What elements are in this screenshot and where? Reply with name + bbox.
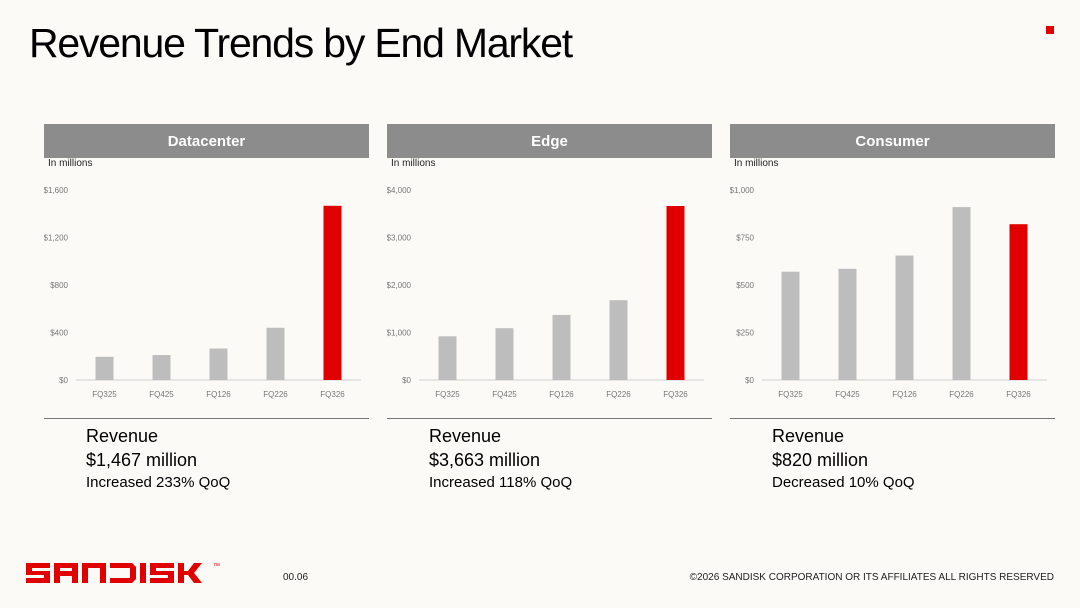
x-tick-label: FQ126 — [549, 390, 574, 399]
panel-header: Datacenter — [44, 124, 369, 158]
y-tick-label: $500 — [736, 281, 754, 290]
x-tick-label: FQ325 — [92, 390, 117, 399]
divider-line — [387, 418, 712, 419]
bar-FQ226 — [952, 207, 971, 380]
units-label: In millions — [734, 158, 779, 169]
x-tick-label: FQ126 — [206, 390, 231, 399]
x-tick-label: FQ325 — [778, 390, 803, 399]
bar-FQ425 — [838, 268, 857, 380]
y-tick-label: $1,000 — [387, 329, 412, 338]
revenue-value: $1,467 million — [86, 450, 198, 470]
divider-line — [44, 418, 369, 419]
bar-FQ126 — [209, 348, 228, 380]
revenue-label: Revenue — [429, 426, 502, 446]
x-tick-label: FQ326 — [320, 390, 345, 399]
y-tick-label: $0 — [745, 376, 754, 385]
consumer-chart-svg: $0 $250 $500 $750 $1,000 FQ325 FQ425 FQ126 FQ226… — [730, 186, 1047, 399]
bar-FQ425 — [152, 355, 171, 380]
consumer-bar-chart: $0 $250 $500 $750 $1,000 FQ325 FQ425 FQ126 FQ226… — [730, 170, 1055, 410]
y-tick-label: $0 — [59, 376, 68, 385]
bar-FQ325 — [95, 356, 114, 380]
bar-FQ226 — [266, 327, 285, 380]
x-tick-label: FQ326 — [663, 390, 688, 399]
page-title: Revenue Trends by End Market — [29, 20, 573, 66]
x-tick-label: FQ425 — [149, 390, 174, 399]
x-tick-label: FQ226 — [263, 390, 288, 399]
bar-FQ326 — [1009, 224, 1028, 380]
y-tick-label: $0 — [402, 376, 411, 385]
bar-FQ325 — [438, 336, 457, 380]
sandisk-logo: ™ — [26, 563, 220, 583]
bar-FQ425 — [495, 328, 514, 380]
x-tick-label: FQ226 — [949, 390, 974, 399]
bar-FQ325 — [781, 271, 800, 380]
units-label: In millions — [48, 158, 93, 169]
revenue-change: Increased 233% QoQ — [86, 474, 231, 491]
page-number: 00.06 — [283, 572, 309, 583]
y-tick-label: $250 — [736, 329, 754, 338]
x-tick-label: FQ325 — [435, 390, 460, 399]
logo-tm: ™ — [213, 563, 220, 570]
copyright-text: ©2026 SANDISK CORPORATION OR ITS AFFILIA… — [689, 572, 1054, 583]
edge-chart-svg: $0 $1,000 $2,000 $3,000 $4,000 FQ325 FQ425 FQ12… — [387, 186, 704, 399]
bar-FQ126 — [895, 255, 914, 380]
panel-edge: Edge In millions $0 $1,000 $2,000 $3,000 $4,… — [387, 124, 712, 496]
edge-bar-chart: $0 $1,000 $2,000 $3,000 $4,000 FQ325 FQ425 FQ12… — [387, 170, 712, 410]
revenue-label: Revenue — [86, 426, 159, 446]
revenue-label: Revenue — [772, 426, 845, 446]
divider-line — [730, 418, 1055, 419]
revenue-value: $820 million — [772, 450, 869, 470]
y-tick-label: $750 — [736, 234, 754, 243]
units-label: In millions — [391, 158, 436, 169]
y-tick-label: $1,200 — [44, 234, 69, 243]
y-tick-label: $4,000 — [387, 186, 412, 195]
x-tick-label: FQ326 — [1006, 390, 1031, 399]
y-tick-label: $1,000 — [730, 186, 755, 195]
bar-FQ226 — [609, 300, 628, 380]
datacenter-chart-svg: $0 $400 $800 $1,200 $1,600 FQ325 FQ425 FQ126 FQ2… — [44, 186, 361, 399]
y-tick-label: $2,000 — [387, 281, 412, 290]
revenue-change: Increased 118% QoQ — [429, 474, 573, 491]
bar-FQ326 — [323, 205, 342, 380]
panel-header: Edge — [387, 124, 712, 158]
datacenter-bar-chart: $0 $400 $800 $1,200 $1,600 FQ325 FQ425 FQ126 FQ2… — [44, 170, 369, 410]
x-tick-label: FQ425 — [835, 390, 860, 399]
revenue-value: $3,663 million — [429, 450, 541, 470]
y-tick-label: $3,000 — [387, 234, 412, 243]
y-tick-label: $400 — [50, 329, 68, 338]
x-tick-label: FQ425 — [492, 390, 517, 399]
y-tick-label: $800 — [50, 281, 68, 290]
revenue-change: Decreased 10% QoQ — [772, 474, 915, 491]
panel-datacenter: Datacenter In millions $0 $400 $800 $1,200 $… — [44, 124, 369, 496]
corner-accent-mark — [1046, 26, 1054, 34]
panel-header: Consumer — [730, 124, 1055, 158]
panel-consumer: Consumer In millions $0 $250 $500 $750 $1,00… — [730, 124, 1055, 496]
bar-FQ326 — [666, 206, 685, 380]
bar-FQ126 — [552, 314, 571, 380]
x-tick-label: FQ126 — [892, 390, 917, 399]
x-tick-label: FQ226 — [606, 390, 631, 399]
y-tick-label: $1,600 — [44, 186, 69, 195]
